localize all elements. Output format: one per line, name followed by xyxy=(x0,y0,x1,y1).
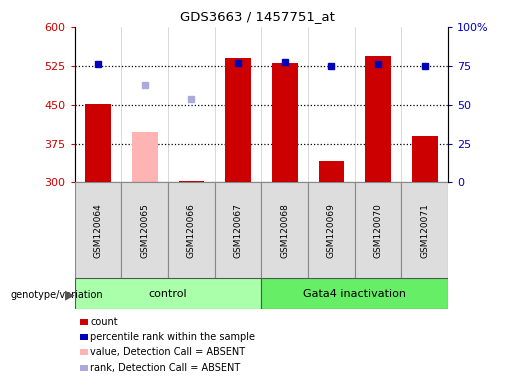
Bar xyxy=(179,181,204,182)
FancyBboxPatch shape xyxy=(75,278,261,309)
Bar xyxy=(365,56,391,182)
Text: GDS3663 / 1457751_at: GDS3663 / 1457751_at xyxy=(180,10,335,23)
Text: percentile rank within the sample: percentile rank within the sample xyxy=(90,332,255,342)
FancyBboxPatch shape xyxy=(308,182,355,278)
Text: value, Detection Call = ABSENT: value, Detection Call = ABSENT xyxy=(90,348,245,358)
Bar xyxy=(85,104,111,182)
Text: GSM120069: GSM120069 xyxy=(327,203,336,258)
FancyBboxPatch shape xyxy=(75,182,122,278)
Bar xyxy=(132,132,158,182)
Text: GSM120064: GSM120064 xyxy=(94,203,102,258)
FancyBboxPatch shape xyxy=(122,182,168,278)
Text: genotype/variation: genotype/variation xyxy=(10,290,103,300)
Text: control: control xyxy=(149,289,187,299)
FancyBboxPatch shape xyxy=(168,182,215,278)
Text: GSM120070: GSM120070 xyxy=(373,203,383,258)
Text: GSM120067: GSM120067 xyxy=(233,203,243,258)
FancyBboxPatch shape xyxy=(355,182,401,278)
Bar xyxy=(272,63,298,182)
FancyBboxPatch shape xyxy=(261,278,448,309)
Text: ▶: ▶ xyxy=(65,288,74,301)
FancyBboxPatch shape xyxy=(261,182,308,278)
Text: GSM120065: GSM120065 xyxy=(140,203,149,258)
Text: GSM120066: GSM120066 xyxy=(187,203,196,258)
Text: count: count xyxy=(90,317,117,327)
Bar xyxy=(412,136,438,182)
Text: Gata4 inactivation: Gata4 inactivation xyxy=(303,289,406,299)
Bar xyxy=(225,58,251,182)
Bar xyxy=(319,161,344,182)
Text: GSM120071: GSM120071 xyxy=(420,203,429,258)
Text: GSM120068: GSM120068 xyxy=(280,203,289,258)
Text: rank, Detection Call = ABSENT: rank, Detection Call = ABSENT xyxy=(90,363,241,373)
FancyBboxPatch shape xyxy=(215,182,261,278)
FancyBboxPatch shape xyxy=(401,182,448,278)
